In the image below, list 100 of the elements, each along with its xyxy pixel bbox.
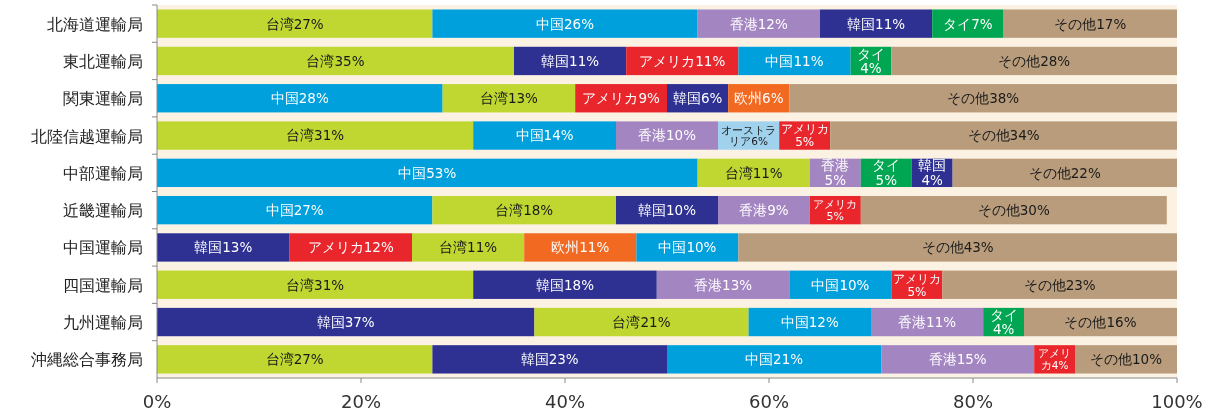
- bar: [1003, 9, 1177, 38]
- data-label: タイ7%: [943, 15, 993, 32]
- data-label: その他22%: [1028, 164, 1101, 181]
- data-label: タイ4%: [989, 306, 1018, 338]
- data-label: 欧州11%: [551, 239, 610, 256]
- bar: [524, 233, 637, 262]
- x-tick-label: 20%: [340, 391, 382, 412]
- bar: [157, 270, 474, 299]
- bar: [157, 158, 698, 188]
- data-label: 台湾27%: [265, 351, 324, 368]
- data-label: 韓国13%: [194, 239, 253, 256]
- data-label: アメリカ5%: [892, 271, 941, 299]
- data-label: 中国14%: [515, 127, 574, 144]
- data-label: 台湾11%: [724, 164, 783, 181]
- y-tick-label: 近畿運輸局: [63, 201, 143, 221]
- bar: [738, 233, 1177, 262]
- data-label: 香港15%: [928, 351, 987, 368]
- data-label: 香港9%: [739, 202, 789, 219]
- data-label: 中国10%: [811, 276, 870, 293]
- y-tick-label: 関東運輸局: [63, 89, 143, 109]
- data-label: 台湾18%: [495, 202, 554, 219]
- data-label: その他34%: [967, 127, 1040, 144]
- bar: [432, 345, 667, 374]
- y-tick-label: 北陸信越運輸局: [31, 126, 143, 146]
- data-label: 台湾11%: [439, 239, 498, 256]
- data-label: アメリカ11%: [639, 52, 726, 69]
- y-tick-label: 四国運輸局: [63, 275, 143, 295]
- data-label: その他43%: [921, 239, 994, 256]
- data-label: アメリカ4%: [1038, 347, 1072, 371]
- data-label: その他30%: [977, 202, 1050, 219]
- bar: [157, 307, 535, 337]
- data-label: 韓国10%: [637, 202, 697, 219]
- data-label: タイ5%: [872, 157, 901, 188]
- y-tick-label: 沖縄総合事務局: [31, 350, 143, 370]
- bar: [636, 233, 739, 262]
- data-label: その他17%: [1054, 15, 1127, 32]
- data-label: その他10%: [1089, 351, 1163, 368]
- bar: [432, 195, 616, 225]
- x-tick-label: 100%: [1151, 391, 1203, 412]
- data-label: 韓国11%: [847, 15, 906, 32]
- bar: [667, 345, 882, 374]
- x-tick-label: 60%: [748, 391, 790, 412]
- data-label: 韓国4%: [918, 157, 947, 188]
- bar: [952, 158, 1177, 188]
- data-label: 中国53%: [398, 164, 457, 181]
- bar: [432, 9, 698, 38]
- data-label: アメリカ9%: [582, 90, 660, 107]
- data-label: 香港5%: [821, 157, 850, 188]
- bar: [820, 9, 933, 38]
- data-label: 欧州6%: [734, 90, 784, 107]
- y-tick-label: 北海道運輸局: [47, 14, 143, 34]
- bar: [697, 9, 820, 38]
- data-label: 中国21%: [745, 351, 804, 368]
- data-label: 台湾21%: [612, 313, 671, 330]
- data-label: 台湾31%: [286, 127, 345, 144]
- data-label: 中国27%: [265, 202, 324, 219]
- data-label: 香港12%: [729, 15, 788, 32]
- x-tick-label: 40%: [544, 391, 586, 412]
- y-tick-label: 九州運輸局: [63, 313, 143, 333]
- bar: [789, 84, 1177, 113]
- data-label: 中国11%: [765, 52, 824, 69]
- data-label: 中国26%: [535, 15, 595, 32]
- data-label: アメリカ12%: [307, 239, 394, 256]
- data-label: 香港11%: [898, 313, 957, 330]
- bar: [534, 307, 749, 337]
- bar: [157, 121, 474, 150]
- bar: [891, 46, 1177, 76]
- data-label: オーストラリア6%: [721, 123, 777, 148]
- bar: [157, 46, 514, 76]
- x-tick-label: 80%: [952, 391, 994, 412]
- bar: [157, 345, 433, 374]
- data-label: 台湾13%: [479, 90, 539, 107]
- data-label: アメリカ5%: [780, 122, 829, 150]
- bar: [473, 121, 616, 150]
- bar: [157, 233, 290, 262]
- data-label: 香港13%: [694, 276, 753, 293]
- data-label: 中国12%: [780, 313, 839, 330]
- data-label: 台湾35%: [306, 52, 365, 69]
- bar: [157, 84, 443, 113]
- data-label: 台湾31%: [286, 276, 345, 293]
- data-label: その他38%: [947, 90, 1020, 107]
- bar: [881, 345, 1035, 374]
- data-label: その他28%: [998, 52, 1071, 69]
- data-label: その他16%: [1064, 313, 1137, 330]
- bar: [860, 195, 1167, 225]
- data-label: 韓国6%: [672, 90, 723, 107]
- data-label: 中国28%: [270, 90, 329, 107]
- bar: [932, 9, 1004, 38]
- bar: [942, 270, 1177, 299]
- bar: [830, 121, 1177, 150]
- data-label: 韓国18%: [535, 276, 595, 293]
- data-label: 台湾27%: [265, 15, 324, 32]
- data-label: タイ4%: [857, 45, 885, 77]
- data-label: 中国10%: [658, 239, 717, 256]
- bar: [473, 270, 657, 299]
- data-label: その他23%: [1023, 276, 1096, 293]
- y-tick-label: 中部運輸局: [63, 163, 143, 183]
- data-label: 韓国11%: [541, 52, 600, 69]
- data-label: アメリカ5%: [813, 198, 858, 224]
- data-label: 韓国37%: [316, 313, 375, 330]
